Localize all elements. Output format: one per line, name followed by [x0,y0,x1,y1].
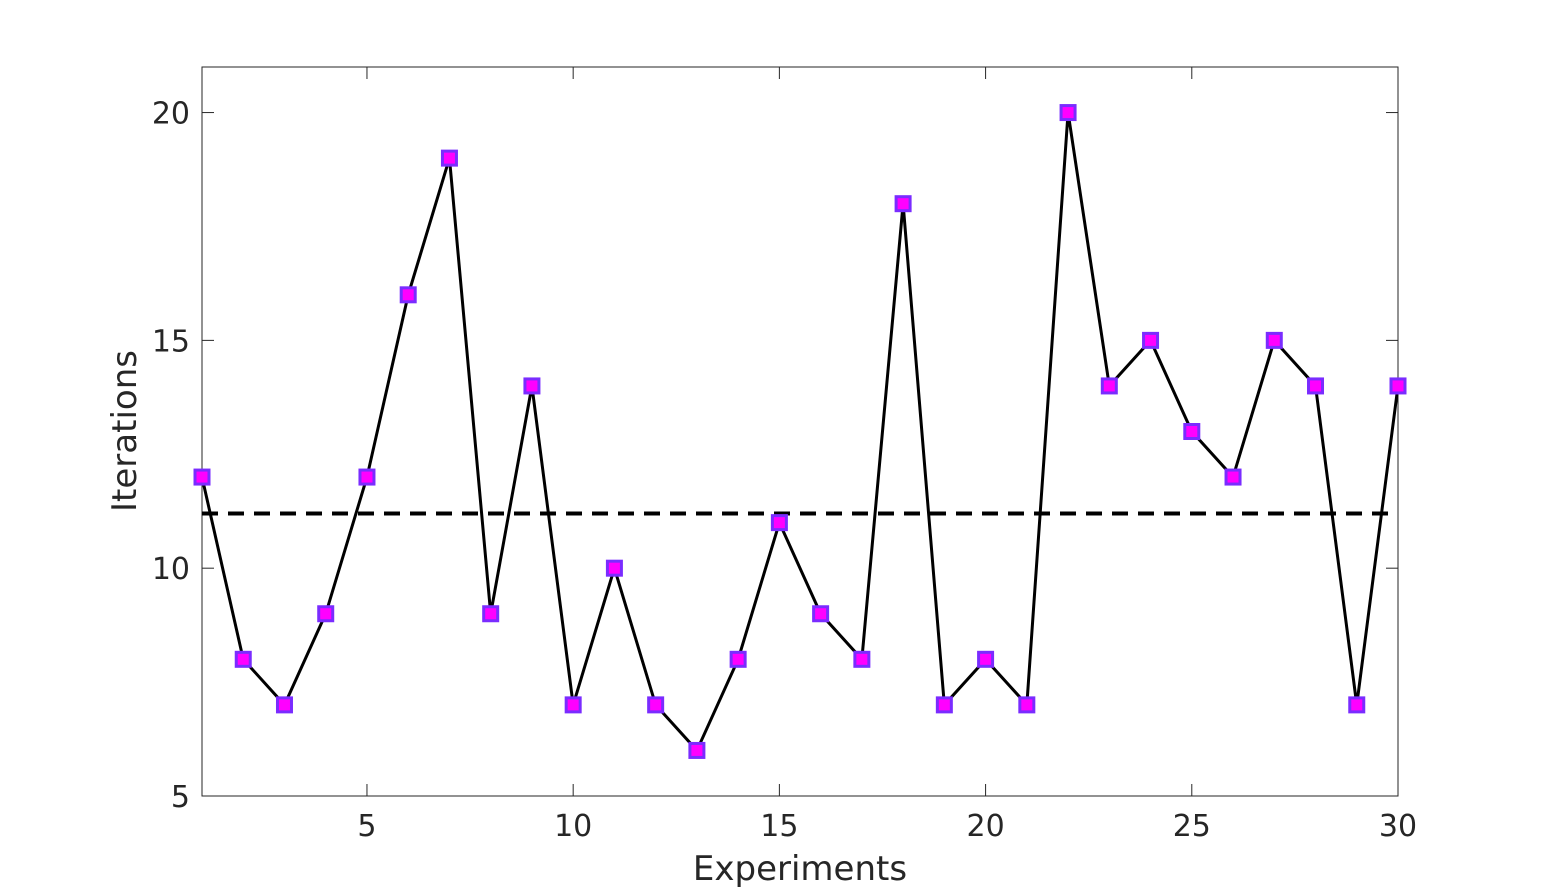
y-axis-label: Iterations [105,350,145,512]
data-point-23 [1100,377,1118,395]
data-point-1 [193,468,211,486]
tick-labels: 5 10 15 20 25 30 5 10 15 20 [152,97,1417,844]
data-point-22 [1059,104,1077,122]
x-tick-label-2: 15 [760,809,798,844]
data-markers [193,104,1407,759]
data-point-16 [812,605,830,623]
data-point-18 [894,195,912,213]
x-axis-label: Experiments [693,849,907,889]
data-point-24 [1142,331,1160,349]
data-point-14 [729,650,747,668]
data-point-27 [1265,331,1283,349]
axis-ticks [202,67,1399,797]
y-tick-label-0: 5 [171,780,190,815]
x-tick-label-1: 10 [554,809,592,844]
data-point-9 [523,377,541,395]
data-point-26 [1224,468,1242,486]
x-tick-label-3: 20 [966,809,1004,844]
y-tick-label-3: 20 [152,97,190,132]
data-point-10 [564,696,582,714]
y-tick-label-1: 10 [152,552,190,587]
y-tick-label-2: 15 [152,324,190,359]
x-tick-label-5: 30 [1379,809,1417,844]
data-point-30 [1389,377,1407,395]
data-point-13 [688,741,706,759]
data-point-3 [275,696,293,714]
data-point-29 [1348,696,1366,714]
data-point-4 [317,605,335,623]
data-point-21 [1018,696,1036,714]
data-point-12 [647,696,665,714]
data-point-28 [1307,377,1325,395]
data-point-15 [770,514,788,532]
data-point-20 [977,650,995,668]
data-point-17 [853,650,871,668]
data-point-7 [440,149,458,167]
data-point-6 [399,286,417,304]
data-point-19 [935,696,953,714]
data-point-8 [482,605,500,623]
x-tick-label-4: 25 [1173,809,1211,844]
x-tick-label-0: 5 [357,809,376,844]
data-point-11 [605,559,623,577]
data-point-5 [358,468,376,486]
plot-area [201,66,1399,797]
data-point-2 [234,650,252,668]
data-point-25 [1183,423,1201,440]
